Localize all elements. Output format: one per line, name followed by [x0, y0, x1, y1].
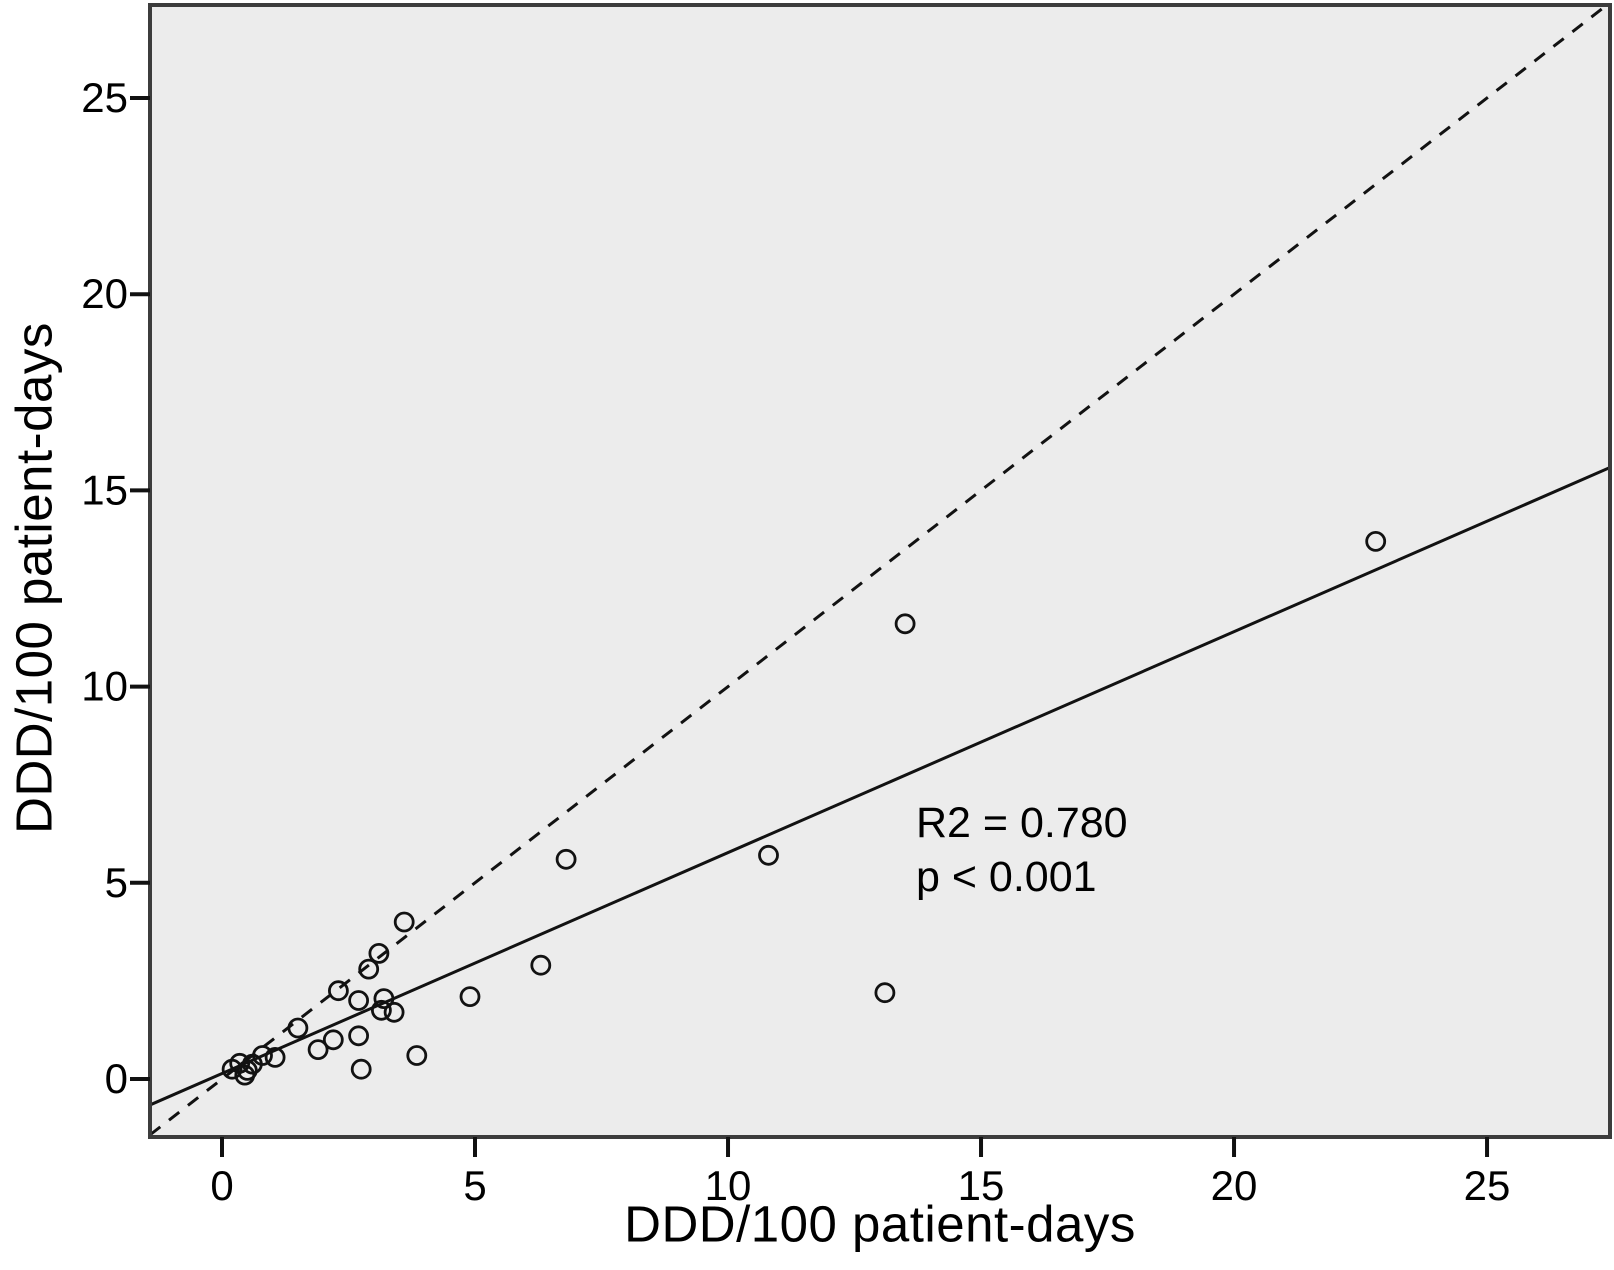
data-point	[236, 1060, 258, 1081]
data-point	[370, 999, 392, 1021]
x-axis-tick-label: 15	[958, 1162, 1005, 1209]
y-axis-tick-label: 20	[81, 270, 128, 317]
data-point	[322, 1029, 344, 1051]
data-point	[393, 911, 415, 933]
x-axis-tick-label: 25	[1464, 1162, 1511, 1209]
x-axis-tick-label: 20	[1211, 1162, 1258, 1209]
data-point	[368, 943, 390, 964]
y-axis-tick-label: 25	[81, 74, 128, 121]
data-point	[383, 1001, 405, 1023]
y-axis-title: DDD/100 patient-days	[5, 322, 63, 834]
data-point	[459, 986, 481, 1007]
x-axis-title: DDD/100 patient-days	[624, 1195, 1136, 1253]
x-axis-tick-label: 0	[210, 1162, 233, 1209]
data-point	[287, 1017, 309, 1039]
data-point	[373, 988, 395, 1009]
data-point	[874, 982, 896, 1004]
identity-line-dashed	[150, 5, 1610, 1137]
data-point	[252, 1045, 273, 1066]
y-axis-tick-label: 15	[81, 466, 128, 513]
x-axis-tick-label: 10	[705, 1162, 752, 1209]
p-value-text: p < 0.001	[916, 853, 1097, 902]
data-point	[530, 954, 552, 976]
data-point	[894, 613, 916, 635]
data-point	[350, 1058, 372, 1080]
data-point	[327, 980, 349, 1002]
data-point	[406, 1045, 428, 1066]
plot-border	[148, 3, 1612, 1139]
r-squared-text: R2 = 0.780	[916, 799, 1128, 847]
data-point	[555, 848, 577, 870]
data-point	[264, 1047, 286, 1068]
y-axis-tick-label: 10	[81, 663, 128, 710]
plot-background	[150, 5, 1610, 1137]
data-point	[307, 1039, 329, 1060]
data-point	[1365, 531, 1387, 552]
data-point	[348, 990, 370, 1011]
data-point	[358, 958, 380, 980]
y-axis-tick-label: 5	[105, 859, 128, 906]
y-axis-tick-label: 0	[105, 1055, 128, 1102]
x-axis-tick-label: 5	[463, 1162, 486, 1209]
data-point	[348, 1025, 370, 1047]
stats-annotation: R2 = 0.780 p < 0.001	[916, 796, 1128, 904]
data-point	[758, 844, 779, 866]
